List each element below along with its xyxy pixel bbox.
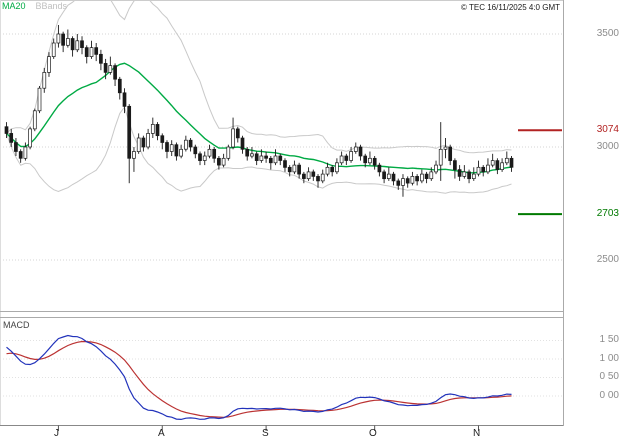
resistance-level-label: 3074 [596, 124, 619, 135]
legend-bbands-label: BBands [35, 1, 68, 11]
macd-panel [6, 334, 512, 421]
macd-axis-label-150: 1 50 [599, 334, 619, 345]
legend: MA20 BBands [2, 1, 67, 12]
bband-lower-line [6, 106, 512, 194]
macd-axis-label-000: 0 00 [599, 390, 619, 401]
month-label-september: S [262, 428, 269, 439]
support-level-label: 2703 [596, 208, 619, 219]
macd-line [6, 334, 512, 421]
macd-signal-line [6, 340, 512, 418]
bband-upper-line [6, 1, 512, 154]
ma20-line [6, 62, 512, 174]
month-label-august: A [158, 428, 165, 439]
macd-axis-label-050: 0 50 [599, 371, 619, 382]
copyright-text: © TEC 16/11/2025 4:0 GMT [461, 3, 560, 12]
price-axis-label-3500: 3500 [596, 28, 619, 39]
chart-frame [0, 0, 564, 431]
macd-panel-label: MACD [3, 320, 30, 330]
price-axis-label-3000: 3000 [596, 141, 619, 152]
month-label-november: N [473, 428, 481, 439]
price-panel [4, 1, 514, 197]
month-label-july: J [54, 428, 59, 439]
macd-axis-label-100: 1 00 [599, 353, 619, 364]
legend-ma20-label: MA20 [2, 1, 26, 11]
month-label-october: O [369, 428, 377, 439]
price-axis-label-2500: 2500 [596, 254, 619, 265]
